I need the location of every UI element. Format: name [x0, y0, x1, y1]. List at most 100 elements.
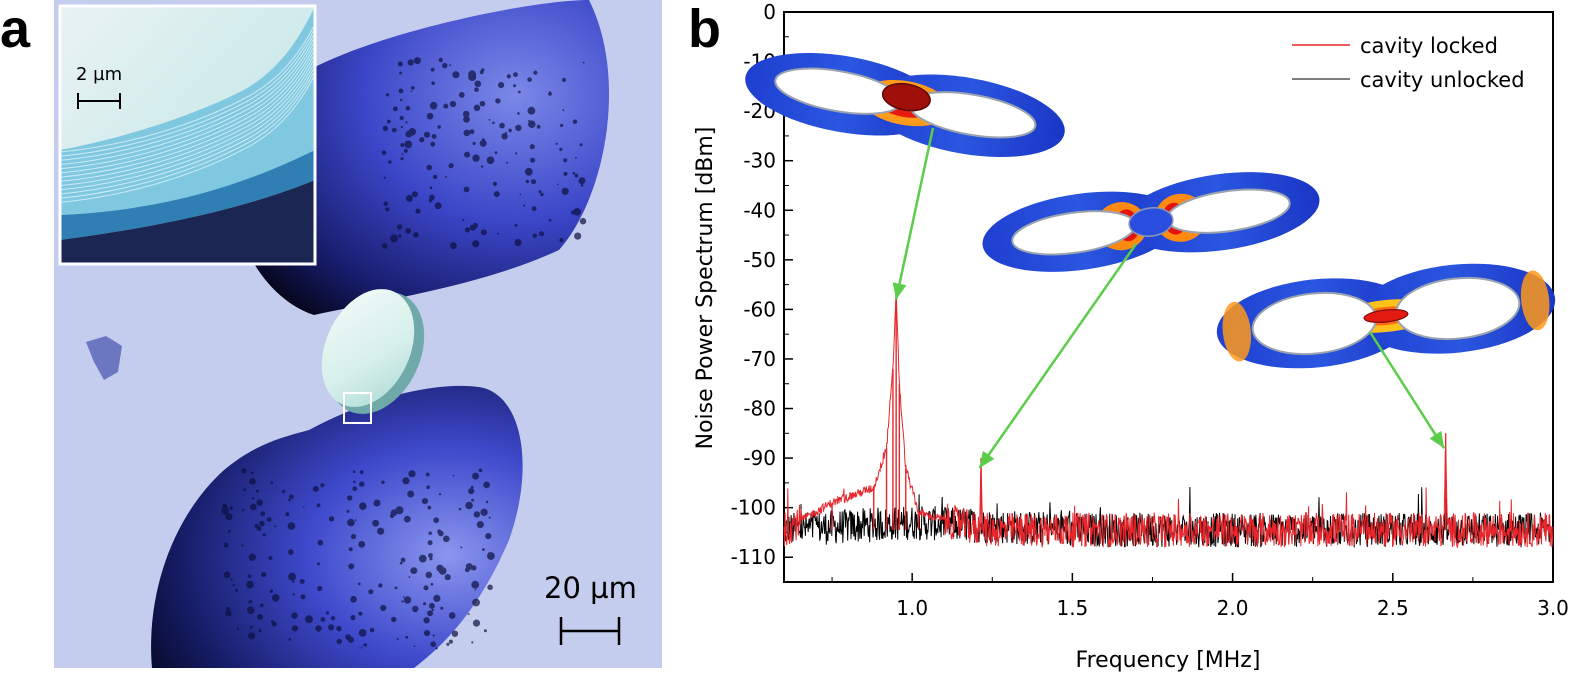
pore [485, 500, 489, 504]
pore [248, 553, 256, 561]
x-tick-label: 1.5 [1056, 596, 1088, 620]
x-axis-label: Frequency [MHz] [1076, 648, 1261, 673]
pore [269, 589, 274, 593]
pore [410, 86, 415, 90]
pore [468, 70, 476, 79]
pore [352, 486, 358, 492]
pore [353, 480, 356, 484]
pore [486, 156, 495, 165]
pore [561, 187, 569, 195]
pore [482, 548, 485, 551]
pore [508, 128, 512, 133]
pore [462, 110, 470, 118]
pore [468, 488, 475, 495]
pore [471, 641, 474, 644]
pore [429, 101, 438, 110]
pore [394, 586, 398, 590]
pore [320, 483, 325, 488]
pad-pores [221, 57, 587, 650]
pore [465, 501, 473, 510]
pore [515, 152, 518, 155]
pore [423, 585, 429, 591]
pore [288, 549, 294, 555]
pore [467, 613, 470, 616]
pore [352, 470, 356, 474]
pore [402, 477, 410, 485]
pore [463, 116, 470, 123]
legend-label-unlocked: cavity unlocked [1360, 68, 1525, 92]
pore [480, 165, 484, 168]
pore [464, 227, 470, 233]
pore [421, 498, 429, 505]
pore [538, 190, 542, 194]
mode-shape-1 [745, 52, 1065, 158]
pore [359, 470, 364, 474]
pore [249, 478, 256, 485]
pore [451, 630, 459, 637]
pore [438, 530, 444, 537]
pore [452, 71, 460, 79]
pore [488, 118, 491, 121]
pore [358, 541, 366, 548]
pore [427, 115, 432, 120]
pore [316, 503, 321, 508]
y-tick-label: -50 [743, 248, 776, 272]
pore [377, 527, 385, 535]
pore [403, 596, 412, 604]
pore [480, 229, 487, 236]
pore [336, 625, 342, 632]
y-axis-label: Noise Power Spectrum [dBm] [693, 127, 718, 450]
y-tick-label: -80 [743, 397, 776, 421]
pore [289, 494, 294, 500]
membrane-layer-line [59, 40, 316, 170]
pore [405, 194, 413, 202]
pore [395, 506, 404, 515]
x-tick-label: 3.0 [1537, 596, 1569, 620]
pore [506, 74, 511, 79]
pore [539, 231, 544, 237]
pore [445, 175, 447, 178]
pore [378, 583, 383, 588]
pore [246, 580, 254, 589]
pore [433, 517, 440, 524]
pore [492, 181, 498, 186]
pore [434, 202, 442, 210]
pore [498, 82, 505, 89]
pore [469, 224, 476, 231]
pore [574, 173, 579, 178]
pore [407, 490, 415, 498]
pore [449, 64, 452, 67]
pore [499, 122, 505, 129]
pore [288, 638, 291, 641]
pore [531, 206, 537, 212]
pore [348, 547, 353, 552]
pore [405, 227, 411, 234]
pore [415, 208, 421, 214]
pore [305, 615, 313, 624]
pore [501, 133, 508, 140]
pore [533, 70, 538, 75]
pore [431, 81, 435, 85]
pore [254, 523, 259, 529]
pore [514, 223, 518, 227]
pore [474, 80, 482, 88]
pore [398, 88, 404, 94]
arrow-line-3 [1368, 331, 1446, 449]
pore [235, 588, 239, 592]
pore [247, 606, 255, 614]
pore [497, 232, 499, 235]
y-tick-label: -70 [743, 347, 776, 371]
pore [412, 605, 419, 613]
membrane-layer-line [59, 23, 316, 153]
pore [223, 571, 231, 579]
arrow-line-2 [978, 243, 1138, 469]
panel-a-label: a [0, 0, 31, 59]
pore [435, 647, 438, 650]
pore [560, 123, 564, 128]
arrow-head-2 [979, 450, 995, 468]
pore [400, 143, 405, 147]
pore [423, 630, 431, 637]
pore [248, 600, 253, 604]
pore [257, 614, 263, 620]
pore [260, 511, 266, 517]
